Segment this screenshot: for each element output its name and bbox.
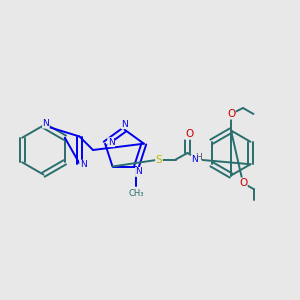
Text: N: N [80, 160, 86, 169]
Text: O: O [185, 129, 193, 139]
Text: S: S [156, 154, 162, 165]
Text: O: O [227, 109, 235, 119]
Text: O: O [239, 178, 247, 188]
Text: N: N [121, 120, 128, 129]
Text: N: N [108, 138, 115, 147]
Text: H: H [195, 153, 201, 162]
Text: N: N [136, 167, 142, 176]
Text: CH₃: CH₃ [129, 189, 144, 198]
Text: N: N [191, 155, 198, 164]
Text: N: N [43, 119, 49, 128]
